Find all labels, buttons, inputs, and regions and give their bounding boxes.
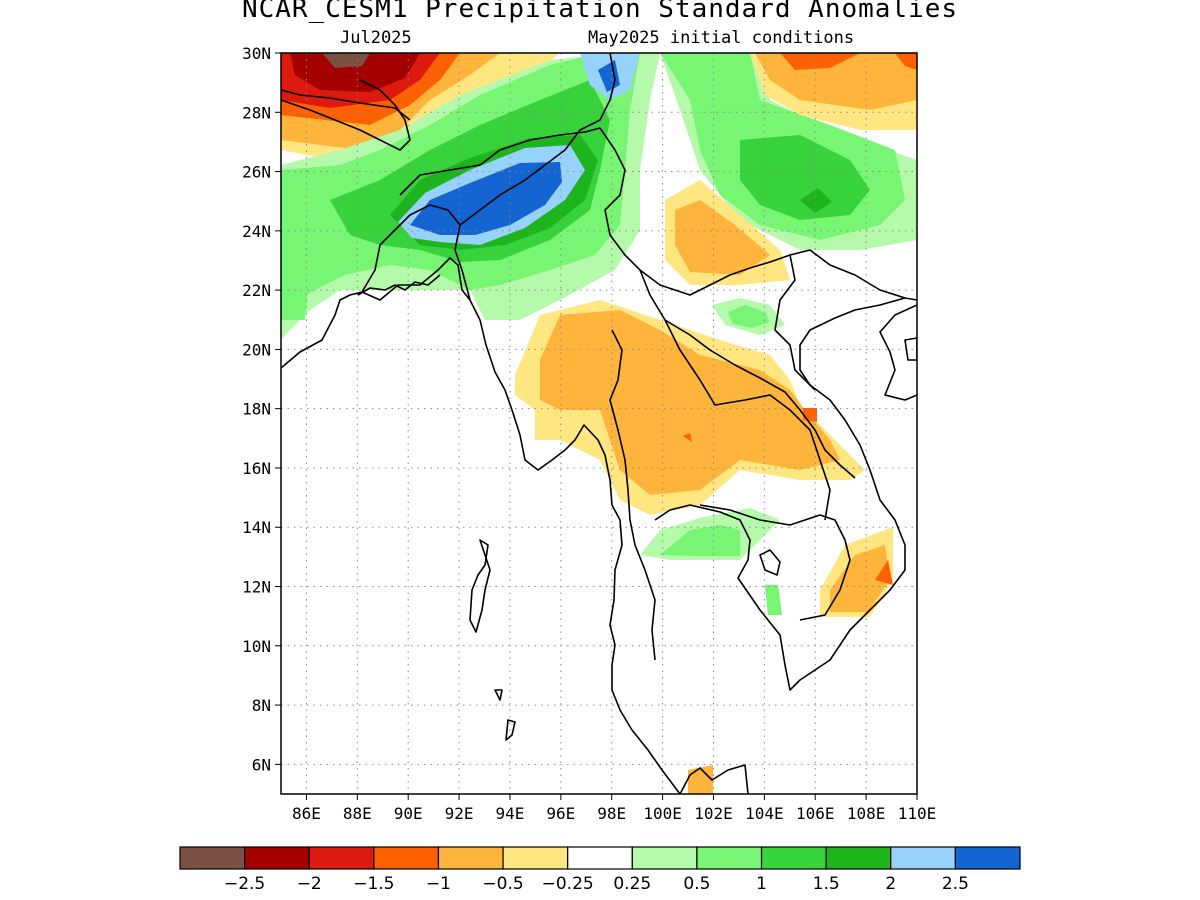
- border-bangladesh: [361, 204, 461, 293]
- lat-tick-label: 30N: [242, 44, 271, 63]
- lat-tick-label: 24N: [242, 222, 271, 241]
- lat-tick-label: 22N: [242, 281, 271, 300]
- vietnam-dry-strong: [875, 560, 893, 585]
- yunnan-dry: [675, 200, 770, 275]
- lon-tick-label: 110E: [898, 804, 937, 823]
- china-north-dry-strong: [780, 53, 860, 70]
- axis-ticks: [275, 52, 918, 800]
- laos-wet-core: [728, 305, 770, 328]
- china-north-dry-strong-2: [895, 53, 917, 70]
- lon-tick-label: 102E: [694, 804, 733, 823]
- coastlines-and-borders: [281, 53, 917, 794]
- colorbar-swatch: [308, 846, 375, 870]
- coastline-malay: [679, 764, 749, 794]
- colorbar-swatch: [890, 846, 956, 870]
- colorbar-label: −2.5: [224, 874, 265, 894]
- lat-tick-label: 12N: [242, 578, 271, 597]
- anomaly-shading: [281, 53, 917, 794]
- lon-tick-label: 88E: [343, 804, 372, 823]
- lon-tick-label: 96E: [546, 804, 575, 823]
- lat-tick-label: 16N: [242, 459, 271, 478]
- lon-tick-label: 90E: [394, 804, 423, 823]
- andaman-islands: [469, 539, 491, 633]
- colorbar-swatch: [502, 846, 569, 870]
- colorbar-swatch: [244, 846, 310, 870]
- valid-month-label: Jul2025: [340, 28, 412, 48]
- border-cambodia: [699, 504, 851, 621]
- colorbar-label: 2.5: [942, 874, 969, 894]
- map-frame: [280, 52, 918, 795]
- cambodia-wet: [765, 585, 782, 615]
- hainan-edge: [904, 337, 917, 361]
- gulf-wet: [660, 525, 740, 556]
- dry-region-extreme: [290, 53, 420, 92]
- lon-tick-label: 94E: [496, 804, 525, 823]
- ganges-delta: [357, 274, 441, 296]
- chart-title: NCAR_CESM1 Precipitation Standard Anomal…: [241, 0, 959, 24]
- init-conditions-label: May2025 initial conditions: [588, 28, 855, 48]
- colorbar-label: −2: [297, 874, 322, 894]
- thailand-dry-spot-1: [683, 433, 692, 442]
- border-vietnam-laos: [774, 254, 816, 391]
- longitude-labels: 86E 88E 90E 92E 94E 96E 98E 100E 102E 104E 106E 108…: [292, 804, 936, 823]
- lat-tick-label: 28N: [242, 103, 271, 122]
- lon-tick-label: 108E: [847, 804, 886, 823]
- colorbar-label: 2: [885, 874, 896, 894]
- china-wet-strong: [740, 135, 870, 220]
- lon-tick-label: 98E: [597, 804, 626, 823]
- tonle-sap: [759, 549, 781, 576]
- border-myanmar-china: [599, 127, 906, 299]
- lon-tick-label: 86E: [292, 804, 321, 823]
- lon-tick-label: 106E: [796, 804, 835, 823]
- lat-tick-label: 8N: [252, 696, 271, 715]
- latitude-labels: 30N 28N 26N 24N 22N 20N 18N 16N 14N 12N 10N 8N 6N: [242, 44, 271, 774]
- thailand-dry: [540, 310, 840, 495]
- colorbar-swatch: [954, 846, 1021, 870]
- china-wet-heavy: [800, 188, 832, 213]
- colorbar-label: −0.5: [482, 874, 523, 894]
- colorbar-swatch: [631, 846, 698, 870]
- colorbar-label: 1: [756, 874, 767, 894]
- lat-tick-label: 10N: [242, 637, 271, 656]
- colorbar-swatch: [179, 846, 246, 870]
- lat-tick-label: 18N: [242, 400, 271, 419]
- border-bhutan: [399, 127, 601, 196]
- border-thailand-west: [609, 329, 656, 661]
- colorbar-swatch: [760, 846, 827, 870]
- dry-region-peak: [322, 53, 370, 68]
- border-nepal-tibet: [281, 89, 411, 121]
- colorbar: [179, 846, 1021, 870]
- colorbar-swatch: [437, 846, 504, 870]
- coastline-south-china: [879, 304, 917, 401]
- colorbar-swatch: [825, 846, 892, 870]
- border-laos: [664, 319, 831, 521]
- lat-tick-label: 26N: [242, 163, 271, 182]
- colorbar-label: −1.5: [353, 874, 394, 894]
- coastline-main: [281, 257, 681, 794]
- lat-tick-label: 20N: [242, 340, 271, 359]
- colorbar-swatch: [696, 846, 763, 870]
- coastline-gulf-east: [654, 297, 917, 691]
- lon-tick-label: 100E: [643, 804, 682, 823]
- graticule: [281, 53, 917, 794]
- border-myanmar-india: [454, 53, 616, 301]
- colorbar-label: −0.25: [542, 874, 594, 894]
- nicobar-islands: [494, 689, 516, 741]
- lat-tick-label: 14N: [242, 518, 271, 537]
- thailand-dry-spot-2: [803, 408, 817, 422]
- india-wet-west: [281, 270, 310, 320]
- lat-tick-label: 6N: [252, 755, 271, 774]
- lon-tick-label: 104E: [745, 804, 784, 823]
- lon-tick-label: 92E: [445, 804, 474, 823]
- colorbar-label: −1: [426, 874, 451, 894]
- border-nepal: [281, 79, 411, 151]
- colorbar-swatch: [567, 846, 633, 870]
- vietnam-dry: [830, 545, 890, 612]
- colorbar-swatch: [373, 846, 440, 870]
- colorbar-label: 1.5: [813, 874, 840, 894]
- colorbar-labels: −2.5 −2 −1.5 −1 −0.5 −0.25 0.25 0.5 1 1.5 2 2.5: [224, 874, 969, 894]
- colorbar-label: 0.5: [683, 874, 710, 894]
- colorbar-label: 0.25: [613, 874, 651, 894]
